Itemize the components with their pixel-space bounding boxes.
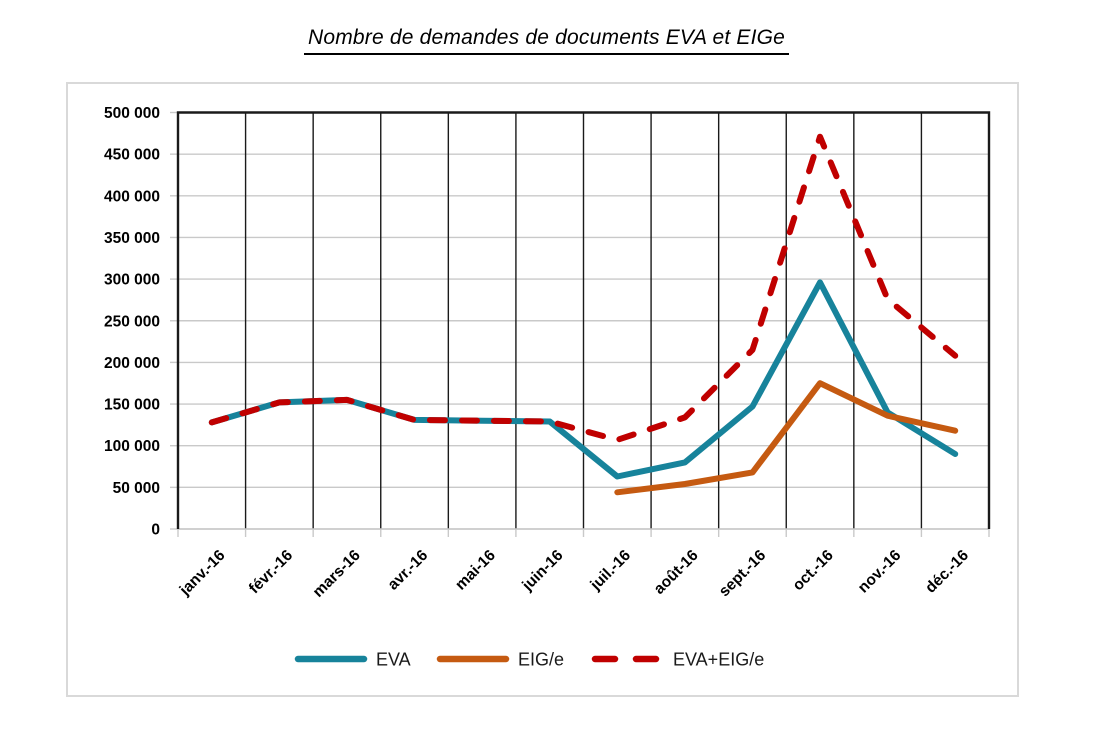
legend-label: EVA+EIG/e [673, 650, 764, 670]
y-axis-label: 200 000 [104, 355, 160, 372]
y-axis-label: 350 000 [104, 230, 160, 247]
legend-label: EIG/e [518, 650, 564, 670]
y-axis-label: 500 000 [104, 105, 160, 122]
y-axis-label: 0 [151, 522, 160, 539]
y-axis-label: 250 000 [104, 313, 160, 330]
plot-border [176, 111, 991, 529]
y-axis-label: 150 000 [104, 397, 160, 414]
y-axis-label: 400 000 [104, 188, 160, 205]
y-axis-label: 450 000 [104, 147, 160, 164]
figure-border [66, 82, 1019, 697]
title-wrap: Nombre de demandes de documents EVA et E… [0, 26, 1106, 55]
legend-label: EVA [376, 650, 411, 670]
y-axis-label: 300 000 [104, 272, 160, 289]
y-axis-label: 50 000 [113, 480, 160, 497]
series-line-eva-eig-e [208, 133, 959, 443]
y-axis-label: 100 000 [104, 438, 160, 455]
chart-title: Nombre de demandes de documents EVA et E… [303, 26, 790, 55]
series-line-eig-e [614, 380, 959, 496]
